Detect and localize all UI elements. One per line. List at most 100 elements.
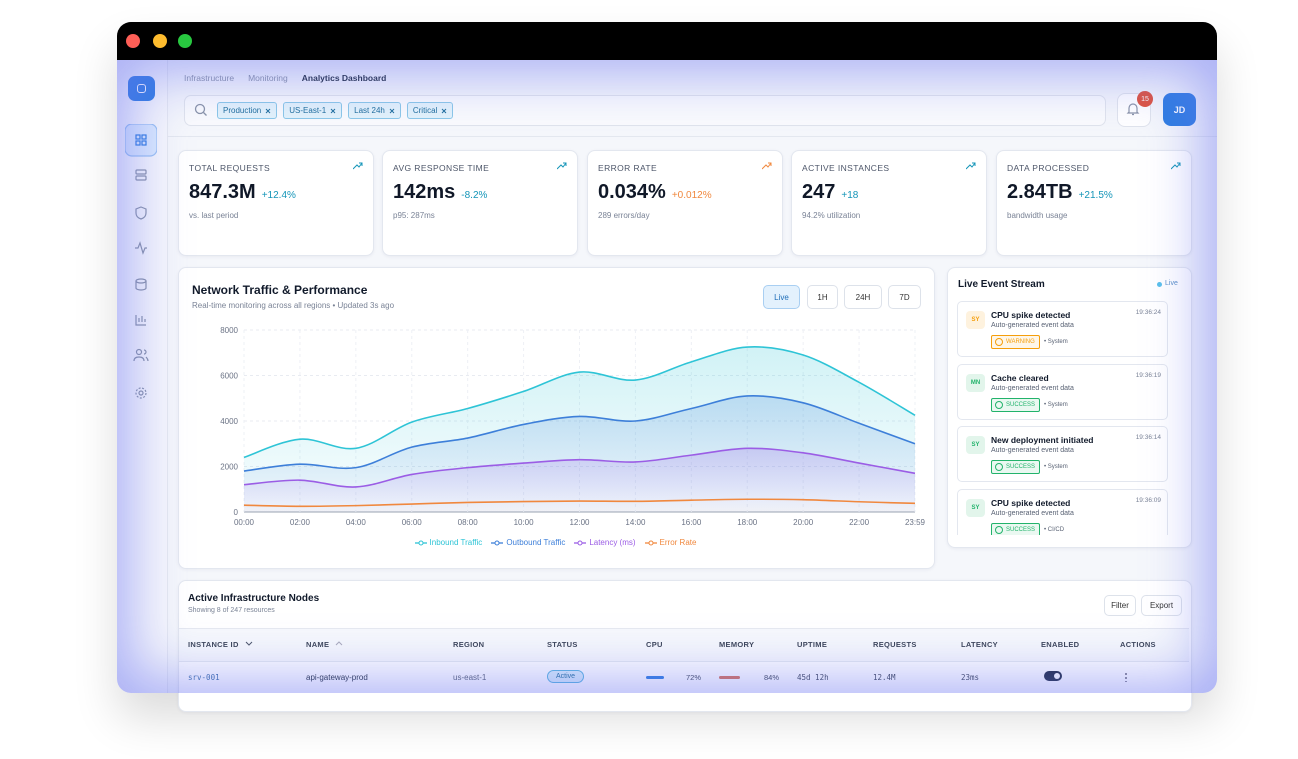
event-item[interactable]: SY CPU spike detected Auto-generated event… (957, 301, 1168, 357)
logo-button[interactable] (128, 76, 155, 101)
nav-icon[interactable] (133, 349, 149, 362)
nav-icon[interactable] (135, 387, 147, 399)
event-item[interactable]: SY New deployment initiated Auto-generated… (957, 426, 1168, 482)
toggle-knob (1054, 673, 1060, 679)
legend-swatch (414, 540, 427, 545)
crumb[interactable]: Infrastructure (184, 73, 235, 83)
chip-x (441, 108, 447, 113)
legend-label: Error Rate (659, 538, 697, 547)
chip-remove[interactable] (330, 108, 336, 114)
x-tick-label: 04:00 (346, 518, 367, 527)
nav-icon[interactable] (135, 281, 147, 291)
chip-remove[interactable] (265, 108, 271, 114)
legend-label: Outbound Traffic (506, 538, 566, 547)
nav-icon[interactable] (135, 241, 147, 255)
toggle[interactable] (1044, 671, 1062, 681)
swatch-dot (577, 540, 583, 545)
column-header: MEMORY (719, 640, 755, 649)
x-tick-label: 00:00 (234, 518, 255, 527)
line (243, 395, 916, 472)
logo-icon (137, 84, 146, 93)
trend-arrow (1171, 162, 1181, 170)
nav-active[interactable] (125, 124, 157, 157)
x-tick-label: 16:00 (681, 518, 702, 527)
export-button[interactable]: Export (1141, 595, 1182, 616)
line (243, 346, 916, 459)
sidebar (117, 60, 168, 693)
row-actions[interactable] (1125, 672, 1127, 682)
trend-icon (762, 162, 772, 170)
range-button[interactable]: Live (763, 285, 800, 309)
y-tick-label: 4000 (220, 417, 238, 426)
trend-icon (1171, 162, 1181, 170)
nav-icon[interactable] (135, 206, 147, 220)
event-item[interactable]: SY CPU spike detected Auto-generated event… (957, 488, 1168, 535)
x-tick-label: 22:00 (849, 518, 870, 527)
column-header[interactable]: INSTANCE ID (188, 640, 239, 649)
chip-remove[interactable] (441, 108, 447, 114)
nav-icon[interactable] (135, 140, 141, 146)
chip-remove[interactable] (389, 108, 395, 114)
event-item[interactable]: MN Cache cleared Auto-generated event data… (957, 363, 1168, 420)
filter-chip[interactable]: Last 24h (348, 102, 401, 119)
nav-icon[interactable] (135, 315, 146, 326)
status-icon (995, 463, 1003, 471)
kpi-note: vs. last period (189, 211, 239, 220)
kpi-value: 847.3M (189, 181, 256, 203)
event-text: Auto-generated event data (991, 509, 1074, 517)
sort-icon[interactable] (335, 641, 343, 647)
range-button[interactable]: 24H (844, 285, 882, 309)
nav-icon[interactable] (135, 134, 141, 140)
close-dot[interactable] (126, 34, 140, 48)
filter-chip[interactable]: US-East-1 (283, 102, 343, 119)
nav-icon[interactable] (135, 278, 147, 284)
nav-icon[interactable] (135, 175, 147, 181)
avatar[interactable]: JD (1163, 93, 1196, 126)
x-tick-label: 23:59 (905, 518, 926, 527)
legend-item: Outbound Traffic (491, 538, 565, 547)
live-label: Live (1165, 280, 1178, 287)
range-button[interactable]: 7D (888, 285, 921, 309)
kpi-value-row: 142ms -8.2% (393, 181, 487, 204)
event-badge: SY (966, 498, 985, 517)
kpi-change: +18 (841, 190, 859, 201)
notification-badge: 15 (1137, 91, 1153, 107)
filter-chip[interactable]: Production (217, 102, 278, 119)
zoom-dot[interactable] (178, 34, 192, 48)
legend-swatch (491, 540, 504, 545)
status-icon (995, 400, 1003, 409)
filter-chip[interactable]: Critical (406, 102, 454, 119)
nav-icon[interactable] (135, 348, 143, 356)
column-header[interactable]: NAME (306, 640, 330, 649)
chevron (245, 641, 253, 646)
trend-arrow (557, 162, 567, 170)
minimize-dot[interactable] (153, 34, 167, 48)
instance-id[interactable]: srv-001 (188, 673, 220, 682)
usage-bar (646, 676, 664, 679)
event-badge: SY (966, 436, 985, 454)
swatch-dot (418, 540, 424, 545)
crumb[interactable]: Monitoring (248, 73, 288, 83)
nav-icon[interactable] (135, 169, 147, 175)
legend-swatch (574, 540, 587, 545)
status-icon (995, 525, 1003, 534)
chart-title: Network Traffic & Performance (192, 283, 368, 297)
chart: 0 2000 4000 6000 8000 00:00 02:00 04:00 06:00 08:… (220, 326, 926, 527)
chip-label: Production (223, 106, 262, 115)
filter-button[interactable]: Filter (1104, 595, 1136, 616)
event-title: New deployment initiated (991, 435, 1094, 445)
event-status: SUCCESS (991, 522, 1041, 535)
nav-icon[interactable] (141, 134, 147, 140)
x-tick-label: 12:00 (569, 518, 590, 527)
sort-icon[interactable] (245, 641, 253, 647)
region: us-east-1 (453, 673, 487, 682)
x-tick-label: 02:00 (290, 518, 311, 527)
nav-icon[interactable] (138, 390, 144, 396)
nav-icon[interactable] (141, 140, 147, 146)
status-pill: Active (547, 670, 585, 683)
header-divider (167, 136, 1217, 137)
chip-label: Last 24h (354, 106, 385, 115)
swatch-dot (494, 540, 500, 545)
trend-arrow (966, 162, 976, 170)
range-button[interactable]: 1H (807, 285, 838, 309)
